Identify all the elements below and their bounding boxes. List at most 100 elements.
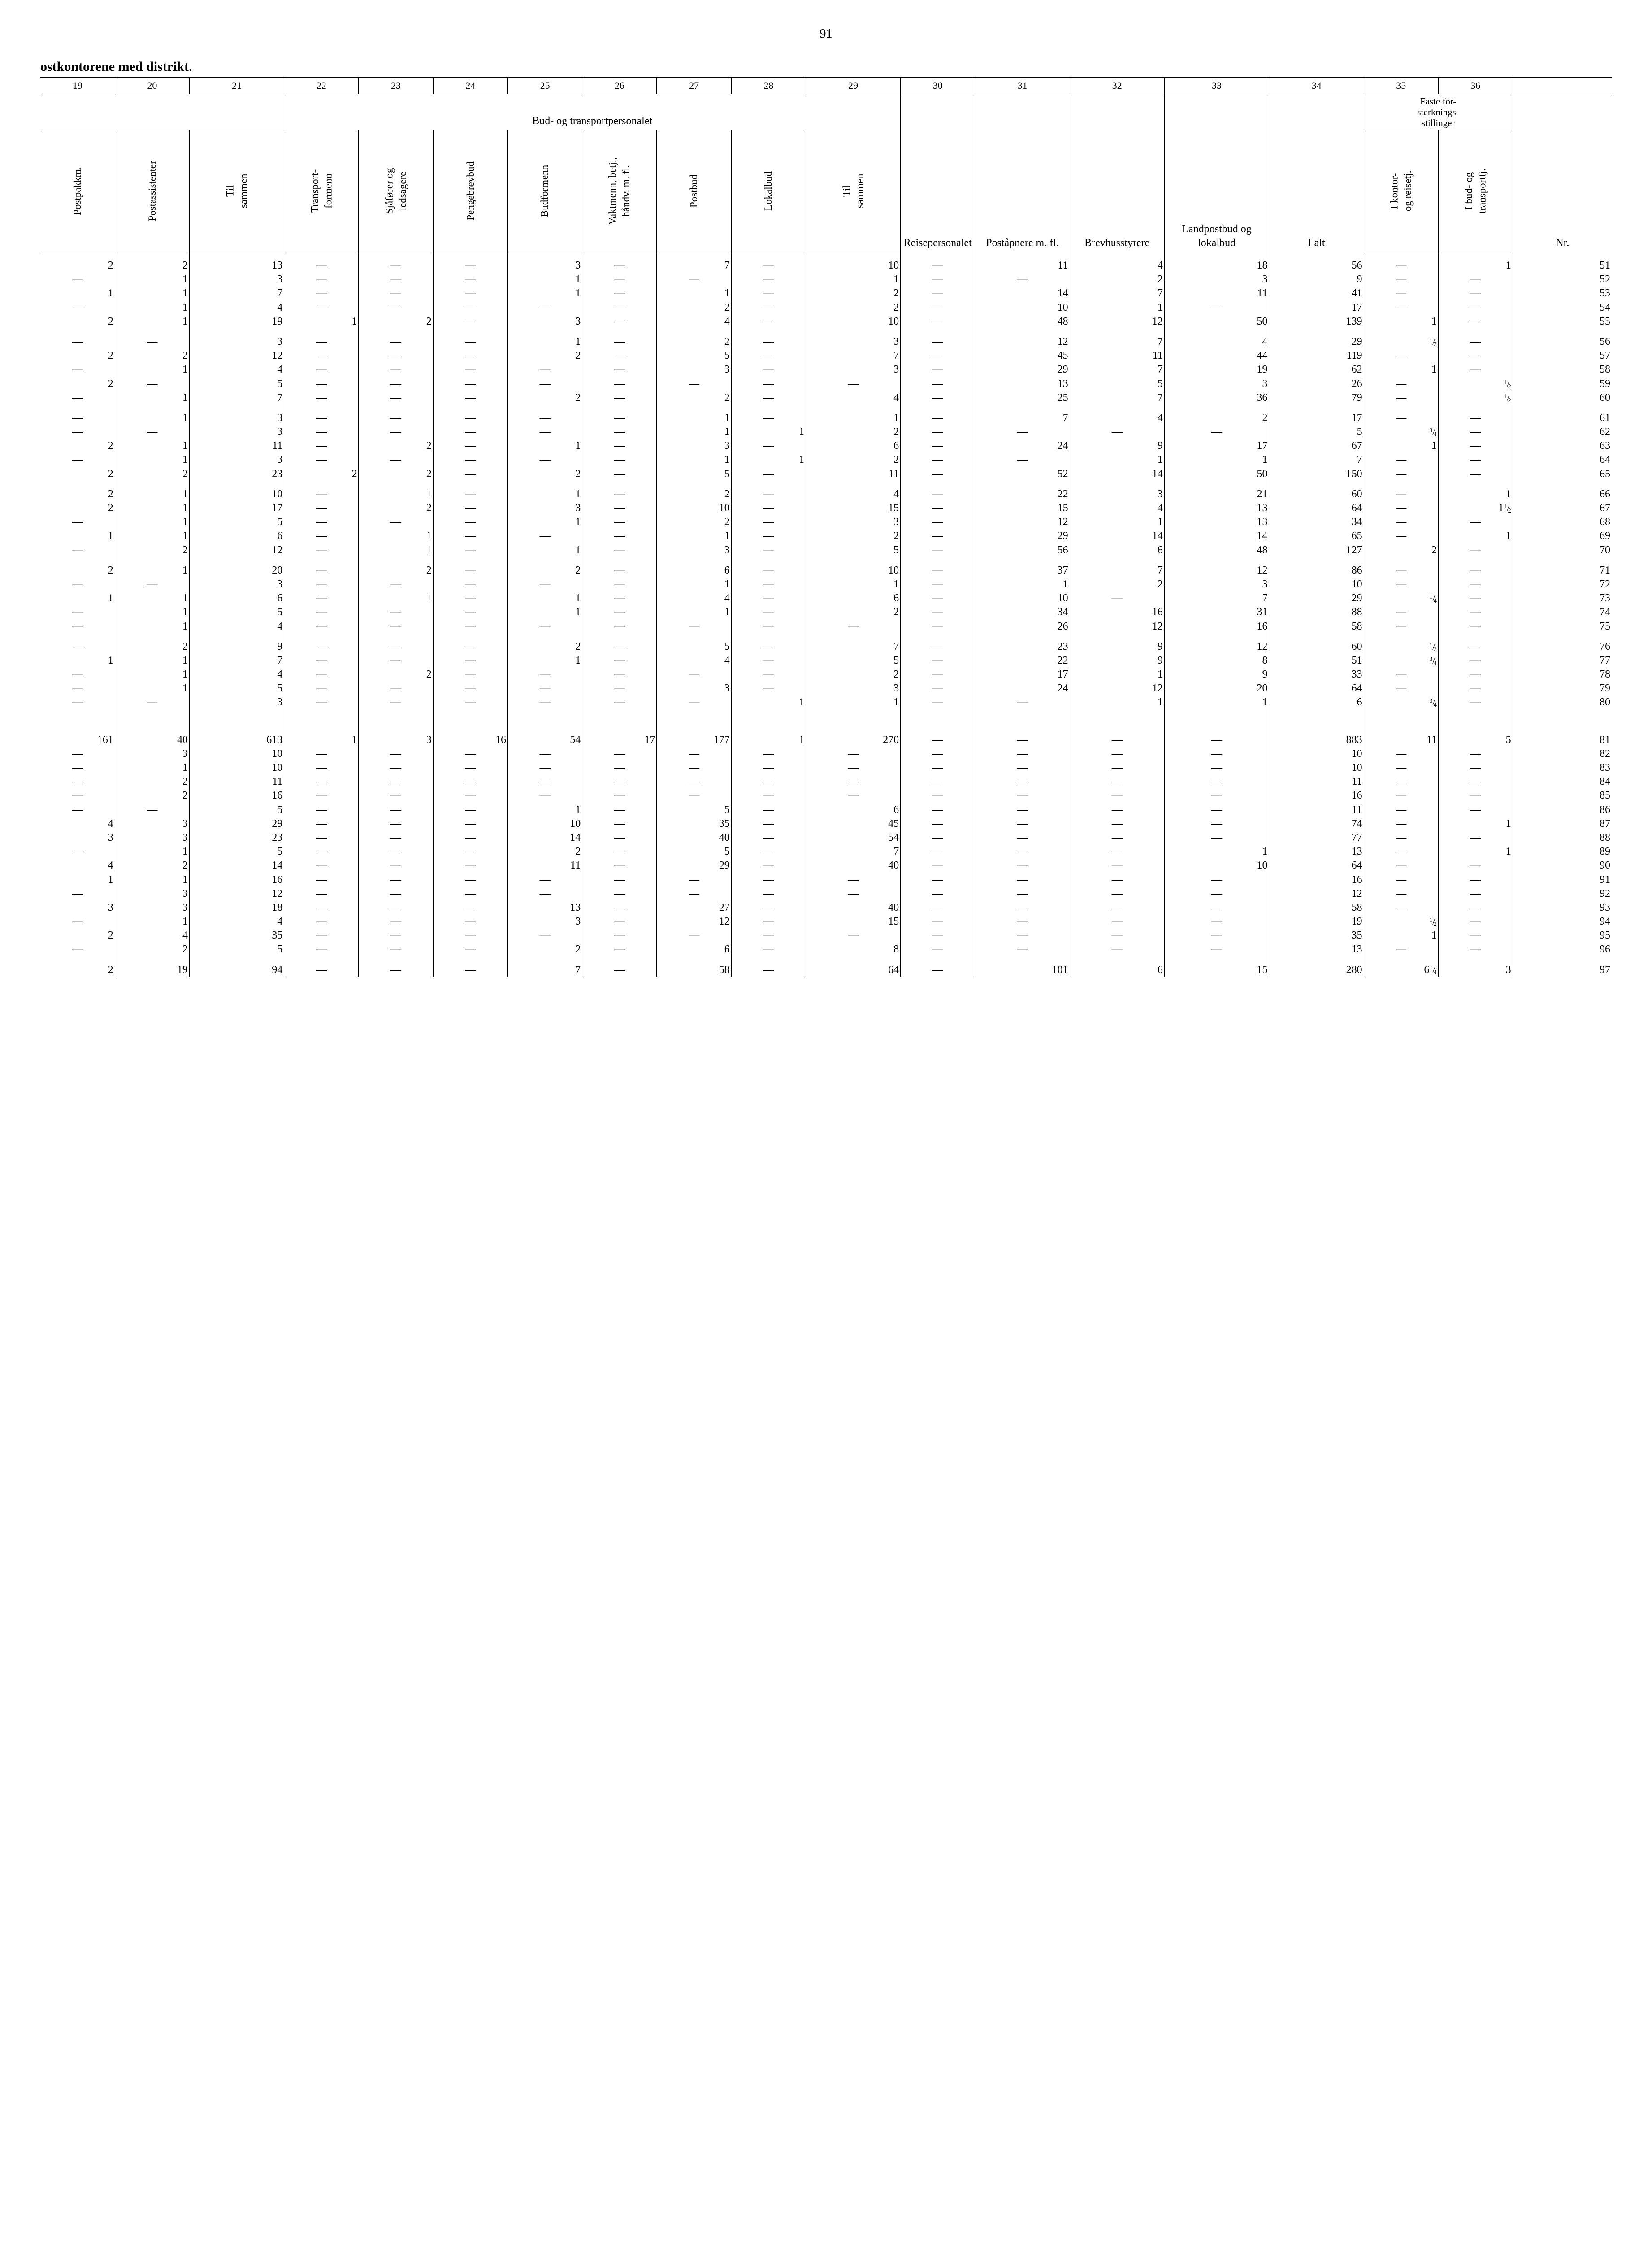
cell: 2 [40, 501, 115, 515]
cell: 50 [1164, 315, 1269, 329]
cell: 13 [975, 377, 1070, 391]
cell: — [901, 515, 975, 529]
cell: 4 [40, 859, 115, 873]
cell: — [1438, 943, 1513, 956]
cell: 1 [1438, 845, 1513, 859]
cell: — [975, 733, 1070, 747]
cell: — [1364, 287, 1438, 300]
cell: — [657, 761, 731, 775]
cell: — [975, 873, 1070, 887]
table-row: —15———1—1—2—34163188——74 [40, 605, 1612, 619]
table-row: —29———2—5—7—23912601/2—76 [40, 640, 1612, 654]
cell: — [731, 963, 806, 977]
cell: 6 [1269, 695, 1364, 709]
cell: — [40, 640, 115, 654]
cell: 1 [657, 453, 731, 467]
cell: — [1438, 887, 1513, 901]
cell: — [507, 887, 582, 901]
cell: 1 [1070, 515, 1164, 529]
cell: 6 [1070, 963, 1164, 977]
cell: — [901, 301, 975, 315]
coln-23: 23 [359, 78, 433, 94]
cell: 1 [731, 425, 806, 439]
cell: 60 [1269, 640, 1364, 654]
table-row: 16140613131654171771270————88311581 [40, 733, 1612, 747]
cell: 11 [1269, 775, 1364, 789]
cell: 3 [1164, 377, 1269, 391]
cell: 1 [115, 682, 189, 695]
cell: 3 [115, 817, 189, 831]
cell: 45 [806, 817, 900, 831]
cell: 6 [190, 591, 284, 605]
cell: 2 [806, 529, 900, 543]
cell: — [1364, 605, 1438, 619]
cell: — [901, 873, 975, 887]
cell: 58 [1513, 363, 1612, 377]
cell: — [433, 859, 507, 873]
cell: 16 [190, 789, 284, 803]
cell: — [582, 695, 657, 709]
cell: 10 [190, 761, 284, 775]
cell: — [1438, 301, 1513, 315]
cell: 41 [1269, 287, 1364, 300]
table-row: 21994———7—58—64—10161528061/4397 [40, 963, 1612, 977]
cell: — [1438, 439, 1513, 453]
cell: — [975, 695, 1070, 709]
cell: — [901, 803, 975, 817]
cell: 1 [115, 391, 189, 405]
cell: 1 [1164, 695, 1269, 709]
cell: — [284, 591, 359, 605]
cell: — [1438, 775, 1513, 789]
cell: 1 [806, 411, 900, 425]
cell: — [40, 943, 115, 956]
cell: 88 [1269, 605, 1364, 619]
cell: — [1164, 425, 1269, 439]
cell: — [359, 873, 433, 887]
cell: — [901, 682, 975, 695]
cell: — [582, 605, 657, 619]
cell: — [433, 640, 507, 654]
cell: 3 [1164, 273, 1269, 287]
coln-35: 35 [1364, 78, 1438, 94]
cell: 7 [1070, 363, 1164, 377]
cell: 65 [1269, 529, 1364, 543]
cell: — [507, 301, 582, 315]
i-alt-header: I alt [1269, 94, 1364, 252]
cell: 4 [806, 391, 900, 405]
cell: 6 [657, 943, 731, 956]
table-row: —14—2—————2—171933——78 [40, 668, 1612, 682]
cell: 1 [115, 845, 189, 859]
cell: — [731, 411, 806, 425]
cell: — [40, 789, 115, 803]
cell: — [433, 817, 507, 831]
cell: — [284, 929, 359, 943]
cell: 7 [1070, 287, 1164, 300]
cell: 11 [507, 859, 582, 873]
cell: — [1438, 747, 1513, 761]
cell: — [359, 817, 433, 831]
table-row: ——3—————1—1—12310——72 [40, 578, 1612, 591]
cell: — [359, 425, 433, 439]
cell: 1/2 [1364, 335, 1438, 349]
cell: — [433, 425, 507, 439]
cell: — [433, 747, 507, 761]
cell: — [40, 775, 115, 789]
cell: 20 [190, 564, 284, 578]
cell: — [582, 668, 657, 682]
table-row: —14—————2—2—101—17——54 [40, 301, 1612, 315]
cell: — [582, 273, 657, 287]
cell: — [433, 453, 507, 467]
cell: 1 [1070, 301, 1164, 315]
cell: 10 [975, 591, 1070, 605]
cell: — [901, 733, 975, 747]
table-head: 19 20 21 22 23 24 25 26 27 28 29 30 31 3… [40, 78, 1612, 252]
cell: — [582, 803, 657, 817]
cell: 1 [115, 287, 189, 300]
col-label-26: Vaktmenn, betj.,håndv. m. fl. [606, 157, 633, 225]
cell: 1 [359, 591, 433, 605]
cell: — [1070, 915, 1164, 929]
cell: 17 [1269, 301, 1364, 315]
cell: 40 [115, 733, 189, 747]
cell: 2 [115, 349, 189, 363]
cell: 10 [975, 301, 1070, 315]
